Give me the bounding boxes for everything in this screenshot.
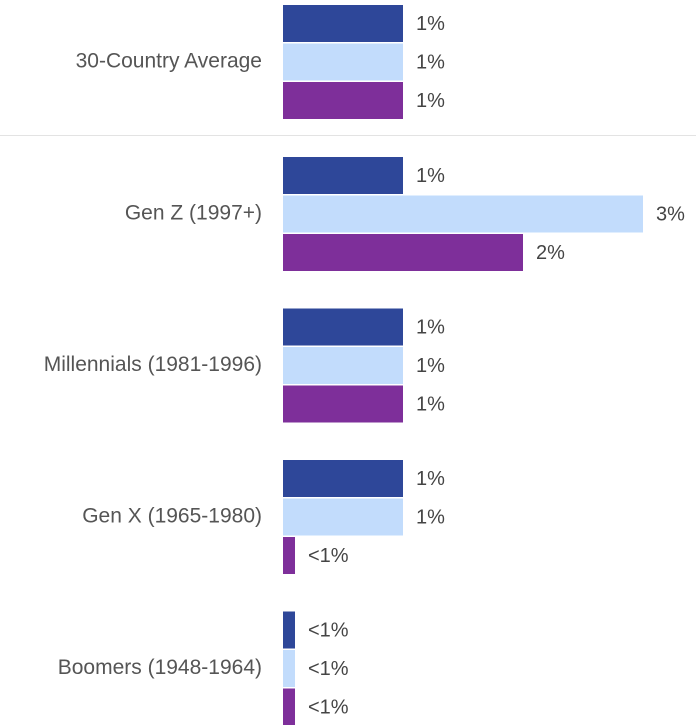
bar bbox=[283, 611, 295, 649]
bar bbox=[283, 537, 295, 574]
bar bbox=[283, 5, 403, 42]
bar bbox=[283, 195, 643, 233]
value-label: 2% bbox=[536, 242, 565, 264]
value-label: <1% bbox=[308, 658, 349, 680]
value-label: <1% bbox=[308, 619, 349, 641]
value-label: <1% bbox=[308, 696, 349, 718]
bar bbox=[283, 157, 403, 194]
value-label: 1% bbox=[416, 165, 445, 187]
value-label: 1% bbox=[416, 393, 445, 415]
value-label: 1% bbox=[416, 506, 445, 528]
bar bbox=[283, 460, 403, 497]
bar bbox=[283, 43, 403, 81]
bar bbox=[283, 347, 403, 384]
category-label: Millennials (1981-1996) bbox=[44, 353, 262, 376]
value-label: 1% bbox=[416, 468, 445, 490]
category-label: Gen X (1965-1980) bbox=[82, 505, 262, 528]
bar bbox=[283, 308, 403, 346]
bar bbox=[283, 688, 295, 725]
bar bbox=[283, 498, 403, 536]
category-label: Boomers (1948-1964) bbox=[58, 656, 262, 679]
bar bbox=[283, 385, 403, 423]
value-label: 3% bbox=[656, 203, 685, 225]
bar bbox=[283, 234, 523, 271]
value-label: 1% bbox=[416, 51, 445, 73]
value-label: <1% bbox=[308, 545, 349, 567]
value-label: 1% bbox=[416, 13, 445, 35]
category-label: Gen Z (1997+) bbox=[125, 202, 262, 225]
value-label: 1% bbox=[416, 90, 445, 112]
bar bbox=[283, 650, 295, 687]
value-label: 1% bbox=[416, 355, 445, 377]
bar bbox=[283, 82, 403, 119]
value-label: 1% bbox=[416, 316, 445, 338]
category-label: 30-Country Average bbox=[76, 50, 262, 73]
